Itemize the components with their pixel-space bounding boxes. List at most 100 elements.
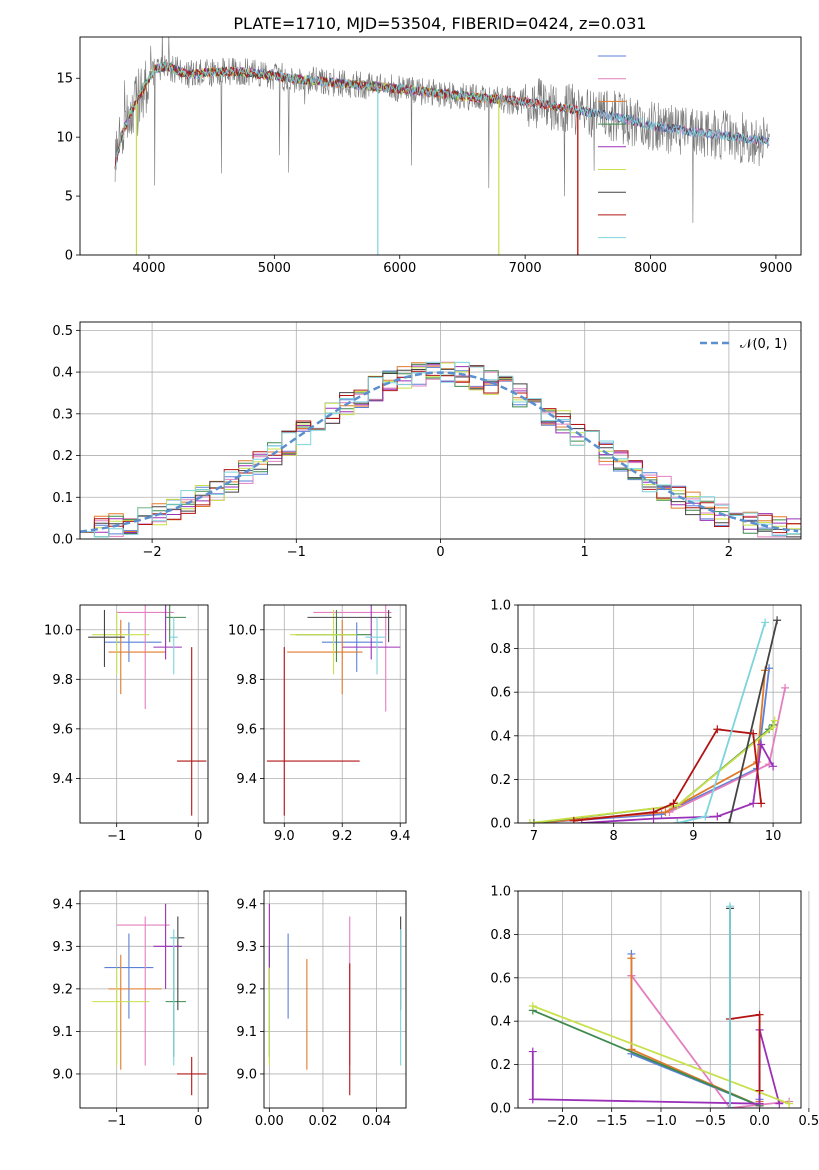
y-tick-label: 5 xyxy=(65,190,73,205)
x-tick-label: 7 xyxy=(530,829,538,844)
x-tick-label: 7000 xyxy=(509,261,542,276)
axes-frame xyxy=(517,890,802,1109)
axes-frame xyxy=(79,604,209,824)
x-tick-label: 0 xyxy=(194,829,202,844)
weight-point-marker xyxy=(785,1099,794,1108)
weight-series-line xyxy=(533,668,770,823)
panels: 4000 5000 6000 7000 8000 9000 0 5 10 15 −2 −1 0 1 2 0.0… xyxy=(44,36,819,1130)
y-tick-label: 0.2 xyxy=(490,1058,511,1073)
y-tick-label: 0.0 xyxy=(490,817,511,832)
weight-point-marker xyxy=(761,618,770,627)
x-tick-label: 5000 xyxy=(258,261,291,276)
axes-frame xyxy=(263,890,407,1109)
y-tick-label: 0.4 xyxy=(490,729,511,744)
plot-area-massweight_vs_Z xyxy=(528,902,794,1108)
plot-area-mass_vs_ebv xyxy=(268,903,402,1096)
weight-series-line xyxy=(532,1009,761,1108)
y-tick-label: 9.4 xyxy=(236,897,257,912)
axes-massweight_vs_Z: −2.0 −1.5 −1.0 −0.5 0.0 0.5 0.0 0.2 0.4 0.6 0.8 1.0 xyxy=(490,885,819,1130)
weight-point-marker xyxy=(725,819,734,823)
weight-point-marker xyxy=(755,1099,764,1108)
y-tick-label: 9.6 xyxy=(52,722,73,737)
y-tick-label: 9.8 xyxy=(52,673,73,688)
model-spectrum-line xyxy=(114,62,578,169)
y-tick-label: 0.6 xyxy=(490,686,511,701)
weight-series-line xyxy=(573,728,762,822)
y-tick-label: 10.0 xyxy=(228,623,257,638)
y-tick-label: 9.6 xyxy=(236,722,257,737)
weight-point-marker xyxy=(713,725,722,734)
legend-entry: 𝒩(0, 1) xyxy=(740,337,787,352)
plot-area-residual_histogram xyxy=(80,361,801,538)
weight-point-marker xyxy=(649,808,658,817)
panel-massweight_vs_Z: −2.0 −1.5 −1.0 −0.5 0.0 0.5 0.0 0.2 0.4 0.6 0.8 1.0 xyxy=(490,885,819,1130)
weight-point-marker xyxy=(528,1095,537,1104)
weight-point-marker xyxy=(726,902,735,911)
y-tick-label: 15 xyxy=(56,72,73,87)
x-tick-label: −1.0 xyxy=(645,1114,677,1129)
axes-spectrum: 4000 5000 6000 7000 8000 9000 0 5 10 15 xyxy=(56,72,792,276)
weight-point-marker xyxy=(755,1086,764,1095)
weight-point-marker xyxy=(781,683,790,692)
axes-age_vs_Z: −1 0 9.4 9.6 9.8 10.0 xyxy=(44,623,202,844)
legend xyxy=(598,55,626,239)
panel-age_vs_mass: 9.0 9.2 9.4 9.4 9.6 9.8 10.0 xyxy=(228,604,411,844)
axes-massweight_vs_age: 7 8 9 10 0.0 0.2 0.4 0.6 0.8 1.0 xyxy=(490,599,781,845)
y-tick-label: 9.4 xyxy=(52,897,73,912)
y-tick-label: 10.0 xyxy=(44,623,73,638)
y-tick-label: 0.4 xyxy=(52,366,73,381)
weight-point-marker xyxy=(713,812,722,821)
weight-series-line xyxy=(630,958,761,1108)
x-tick-label: −0.5 xyxy=(694,1114,726,1129)
x-tick-label: 1 xyxy=(581,545,589,560)
x-tick-label: 9.4 xyxy=(390,829,411,844)
plot-area-age_vs_Z xyxy=(88,605,207,816)
weight-series-line xyxy=(630,975,790,1108)
x-tick-label: 0.04 xyxy=(362,1114,391,1129)
weight-point-marker xyxy=(769,723,778,732)
normal-reference-curve xyxy=(80,371,799,533)
x-tick-label: 0 xyxy=(436,545,444,560)
axes-frame xyxy=(263,604,407,824)
y-tick-label: 9.1 xyxy=(52,1025,73,1040)
weight-point-marker xyxy=(669,799,678,808)
panel-massweight_vs_age: 7 8 9 10 0.0 0.2 0.4 0.6 0.8 1.0 xyxy=(490,599,802,845)
axes-age_vs_mass: 9.0 9.2 9.4 9.4 9.6 9.8 10.0 xyxy=(228,623,411,844)
plot-area-mass_vs_Z xyxy=(92,903,207,1096)
x-tick-label: 9 xyxy=(689,829,697,844)
weight-point-marker xyxy=(726,1104,735,1108)
figure-title: PLATE=1710, MJD=53504, FIBERID=0424, z=0… xyxy=(233,14,646,33)
x-tick-label: −1 xyxy=(287,545,306,560)
y-tick-label: 9.3 xyxy=(236,940,257,955)
weight-point-marker xyxy=(749,729,758,738)
x-tick-label: 9000 xyxy=(759,261,792,276)
weight-point-marker xyxy=(673,819,682,823)
weight-point-marker xyxy=(775,1099,784,1108)
weight-point-marker xyxy=(701,812,710,821)
y-tick-label: 0.8 xyxy=(490,642,511,657)
weight-series-line xyxy=(677,620,778,823)
weight-series-line xyxy=(533,670,766,823)
y-tick-label: 9.4 xyxy=(52,772,73,787)
weight-point-marker xyxy=(528,1047,537,1056)
y-tick-label: 1.0 xyxy=(490,885,511,900)
panel-mass_vs_ebv: 0.00 0.02 0.04 9.0 9.1 9.2 9.3 9.4 xyxy=(236,890,407,1129)
axes-mass_vs_ebv: 0.00 0.02 0.04 9.0 9.1 9.2 9.3 9.4 xyxy=(236,897,391,1129)
y-tick-label: 0.3 xyxy=(52,407,73,422)
y-tick-label: 9.2 xyxy=(52,982,73,997)
histogram-series xyxy=(80,361,801,538)
y-tick-label: 0.6 xyxy=(490,971,511,986)
y-tick-label: 0.5 xyxy=(52,324,73,339)
weight-point-marker xyxy=(661,808,670,817)
model-spectrum-line xyxy=(114,61,770,169)
weight-series-line xyxy=(533,687,786,823)
y-tick-label: 0.2 xyxy=(52,449,73,464)
y-tick-label: 9.3 xyxy=(52,940,73,955)
plot-area-massweight_vs_age xyxy=(525,616,790,823)
weight-point-marker xyxy=(529,819,538,823)
panel-mass_vs_Z: −1 0 9.0 9.1 9.2 9.3 9.4 xyxy=(52,890,209,1129)
weight-series-line xyxy=(677,622,766,823)
y-tick-label: 0.2 xyxy=(490,773,511,788)
weight-point-marker xyxy=(528,1002,537,1011)
